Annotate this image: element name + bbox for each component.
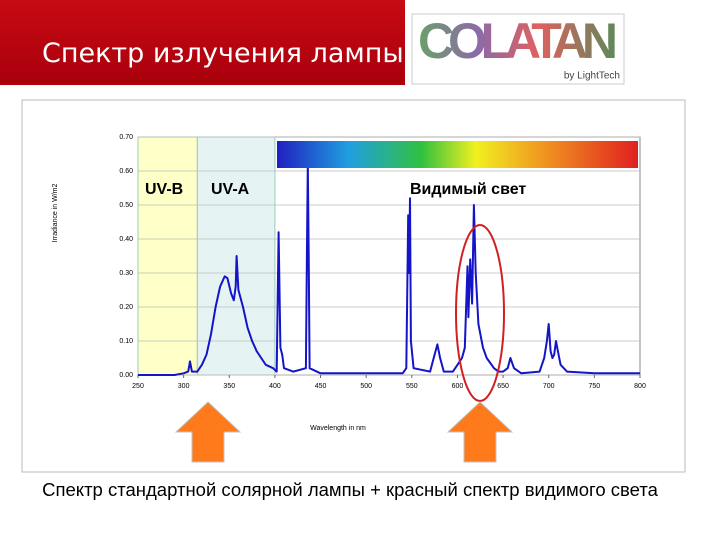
- spectrum-line: [138, 163, 640, 376]
- region-label: UV-B: [145, 181, 183, 198]
- x-tick-label: 250: [132, 383, 144, 390]
- x-tick-label: 800: [634, 383, 646, 390]
- slide-title: Спектр излучения лампы: [42, 38, 404, 69]
- x-tick-label: 550: [406, 383, 418, 390]
- x-tick-label: 300: [178, 383, 190, 390]
- highlight-ellipse: [455, 224, 505, 402]
- x-tick-label: 700: [543, 383, 555, 390]
- x-tick-label: 400: [269, 383, 281, 390]
- x-tick-label: 600: [452, 383, 464, 390]
- y-tick-label: 0.40: [119, 236, 133, 243]
- x-tick-label: 450: [315, 383, 327, 390]
- x-tick-label: 750: [589, 383, 601, 390]
- x-tick-label: 650: [497, 383, 509, 390]
- header-band: [0, 0, 405, 85]
- y-tick-label: 0.30: [119, 270, 133, 277]
- caption: Спектр стандартной солярной лампы + крас…: [42, 479, 658, 500]
- region-label: UV-A: [211, 181, 250, 198]
- y-tick-label: 0.70: [119, 134, 133, 141]
- y-tick-label: 0.60: [119, 168, 133, 175]
- x-tick-label: 500: [360, 383, 372, 390]
- x-tick-label: 350: [223, 383, 235, 390]
- y-axis-label: Irradiance in W/m2: [52, 184, 59, 243]
- y-tick-label: 0.50: [119, 202, 133, 209]
- arrow: [174, 401, 242, 463]
- region-label: Видимый свет: [410, 181, 526, 198]
- y-tick-label: 0.20: [119, 304, 133, 311]
- region: [137, 136, 198, 376]
- y-tick-label: 0.10: [119, 338, 133, 345]
- logo-tagline: by LightTech: [564, 71, 620, 82]
- y-tick-label: 0.00: [119, 372, 133, 379]
- arrow: [446, 401, 514, 463]
- logo-box: [411, 13, 625, 85]
- logo-name: COLATAN: [418, 13, 618, 69]
- color-spectrum-bar: [277, 141, 638, 168]
- x-axis-label: Wavelength in nm: [310, 425, 366, 432]
